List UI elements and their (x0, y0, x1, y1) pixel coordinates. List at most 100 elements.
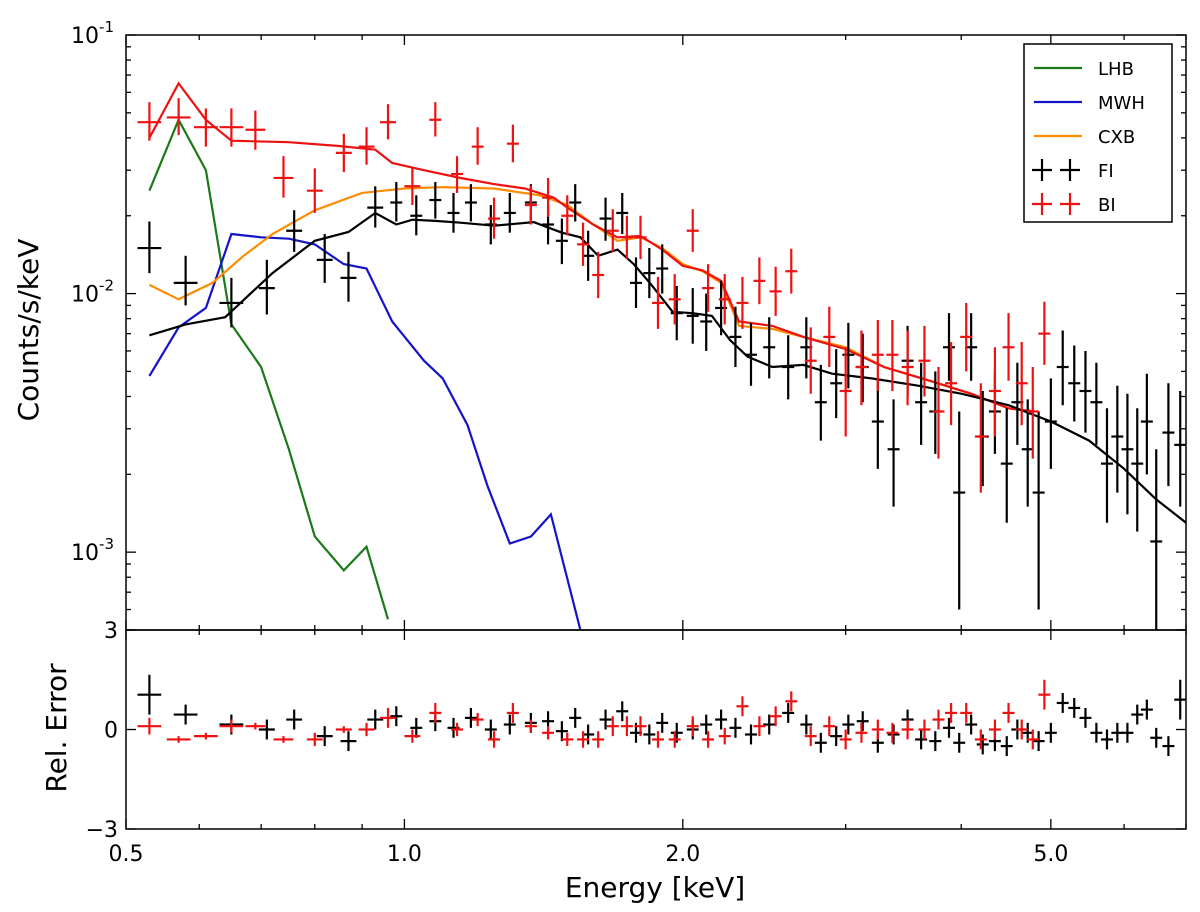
data-point-fi-14 (503, 192, 516, 233)
residual-point-bi-28 (718, 727, 731, 745)
residual-point-bi-38 (886, 722, 899, 743)
residual-point-fi-6 (340, 731, 357, 752)
data-point-fi-10 (429, 182, 442, 219)
data-point-fi-34 (814, 364, 827, 441)
data-point-fi-38 (871, 378, 884, 469)
data-point-bi-38 (886, 320, 899, 391)
data-point-bi-3 (219, 108, 244, 147)
model-line-fi-model (149, 211, 1186, 524)
residual-point-bi-15 (506, 702, 519, 723)
residual-point-fi-46 (976, 734, 989, 755)
residual-point-bi-7 (335, 726, 352, 733)
data-point-bi-30 (753, 257, 766, 305)
residual-point-bi-4 (245, 722, 266, 730)
residual-point-bi-17 (542, 726, 555, 740)
residual-point-bi-13 (471, 712, 484, 727)
residual-point-fi-29 (729, 717, 742, 738)
data-point-bi-5 (273, 156, 294, 198)
data-point-fi-51 (1032, 411, 1045, 610)
residual-point-bi-41 (932, 709, 945, 730)
residual-point-fi-24 (656, 712, 669, 733)
data-point-fi-54 (1068, 345, 1081, 422)
data-point-fi-19 (582, 230, 595, 281)
data-point-fi-57 (1101, 408, 1113, 523)
data-point-fi-6 (340, 251, 357, 302)
data-point-bi-35 (839, 347, 852, 437)
data-point-fi-53 (1056, 330, 1069, 406)
residual-point-fi-52 (1044, 722, 1057, 743)
residual-point-fi-56 (1090, 722, 1103, 743)
y-tick-label-exponent: -3 (99, 535, 114, 553)
data-point-bi-10 (404, 166, 421, 206)
data-point-fi-9 (410, 195, 423, 236)
residual-point-bi-32 (785, 691, 798, 712)
residual-point-bi-2 (193, 732, 218, 740)
residual-point-bi-48 (1026, 729, 1039, 750)
data-point-bi-17 (542, 177, 555, 217)
y-tick-label-exponent: -1 (99, 18, 114, 36)
data-point-fi-25 (670, 285, 683, 341)
data-point-bi-45 (988, 347, 1001, 437)
residual-point-bi-45 (988, 719, 1001, 740)
x-tick-label-3: 5.0 (1033, 842, 1068, 867)
data-point-bi-2 (193, 108, 218, 147)
residual-point-fi-44 (953, 732, 966, 753)
y-tick-label-0: 10-3 (71, 535, 114, 566)
legend-entry-mwh-label: MWH (1098, 93, 1145, 114)
residual-point-fi-19 (582, 724, 595, 745)
residual-point-bi-37 (871, 719, 884, 740)
residual-point-bi-36 (855, 722, 868, 743)
residual-point-bi-35 (839, 729, 852, 750)
data-point-fi-46 (976, 391, 989, 487)
residual-point-bi-44 (974, 729, 987, 750)
data-point-bi-26 (686, 209, 699, 252)
y-tick-label-2: 10-1 (71, 18, 114, 49)
data-point-fi-30 (745, 322, 757, 386)
data-point-bi-16 (524, 185, 537, 225)
residual-point-bi-31 (769, 706, 782, 727)
data-point-fi-39 (887, 399, 900, 507)
data-point-fi-17 (555, 218, 568, 265)
legend-entry-fi-label: FI (1098, 161, 1114, 182)
data-point-fi-18 (569, 184, 582, 222)
residual-point-fi-64 (1174, 679, 1186, 720)
data-point-fi-8 (390, 182, 403, 222)
data-point-fi-48 (1000, 408, 1013, 523)
data-point-fi-43 (943, 313, 955, 381)
data-point-bi-0 (137, 102, 162, 141)
residual-point-fi-23 (643, 724, 656, 745)
data-point-bi-6 (306, 168, 323, 213)
data-point-fi-23 (643, 248, 656, 299)
data-point-bi-33 (804, 327, 817, 394)
x-tick-label-1: 1.0 (387, 842, 422, 867)
residual-point-fi-53 (1056, 693, 1069, 713)
data-point-bi-47 (1015, 341, 1028, 426)
residual-point-bi-25 (668, 731, 681, 748)
residual-point-fi-62 (1150, 727, 1163, 748)
residual-point-bi-33 (804, 726, 817, 747)
legend: LHB MWH CXB FI BI (1023, 43, 1173, 223)
residual-point-fi-60 (1131, 704, 1144, 725)
spectrum-panel: 10-310-210-1 (71, 18, 1187, 631)
data-point-fi-3 (258, 259, 275, 315)
data-point-bi-40 (918, 325, 931, 397)
data-point-fi-29 (729, 306, 742, 368)
residual-point-bi-3 (219, 719, 244, 733)
data-point-bi-39 (901, 330, 914, 406)
residual-point-bi-12 (451, 722, 464, 737)
residual-point-fi-17 (555, 721, 568, 742)
legend-entry-bi-label: BI (1098, 195, 1116, 216)
residual-point-fi-63 (1162, 736, 1175, 757)
data-point-fi-61 (1140, 373, 1153, 475)
data-point-bi-1 (166, 98, 191, 136)
residual-point-fi-3 (258, 719, 275, 740)
data-point-bi-28 (718, 274, 731, 325)
data-point-bi-25 (668, 274, 681, 325)
legend-entry-cxb-label: CXB (1098, 127, 1135, 148)
residual-point-bi-26 (686, 716, 699, 737)
model-line-lhb (148, 117, 390, 620)
residual-point-bi-5 (273, 736, 294, 743)
data-point-fi-11 (447, 192, 460, 233)
residual-point-fi-39 (887, 724, 900, 745)
residual-point-fi-61 (1140, 699, 1153, 720)
